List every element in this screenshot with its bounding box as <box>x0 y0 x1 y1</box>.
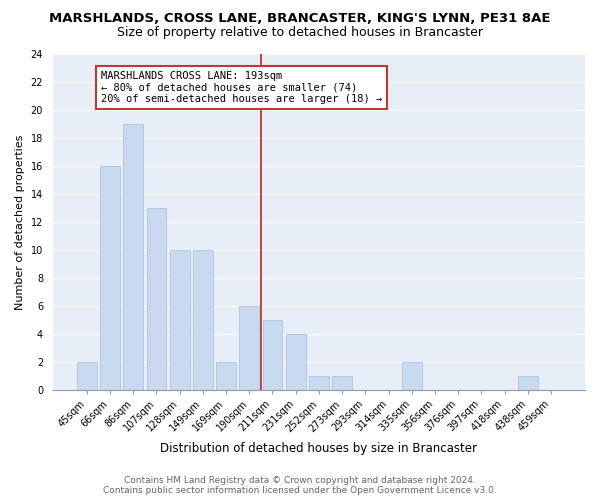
Bar <box>518 376 538 390</box>
Bar <box>239 306 259 390</box>
Bar <box>77 362 97 390</box>
Y-axis label: Number of detached properties: Number of detached properties <box>15 134 25 310</box>
Bar <box>100 166 120 390</box>
Text: Size of property relative to detached houses in Brancaster: Size of property relative to detached ho… <box>117 26 483 39</box>
Bar <box>216 362 236 390</box>
Bar <box>286 334 305 390</box>
Bar <box>193 250 213 390</box>
Bar <box>332 376 352 390</box>
Bar <box>309 376 329 390</box>
Text: MARSHLANDS CROSS LANE: 193sqm
← 80% of detached houses are smaller (74)
20% of s: MARSHLANDS CROSS LANE: 193sqm ← 80% of d… <box>101 71 382 104</box>
Bar <box>170 250 190 390</box>
Bar <box>124 124 143 390</box>
Bar <box>402 362 422 390</box>
Bar <box>263 320 283 390</box>
X-axis label: Distribution of detached houses by size in Brancaster: Distribution of detached houses by size … <box>160 442 478 455</box>
Text: Contains HM Land Registry data © Crown copyright and database right 2024.
Contai: Contains HM Land Registry data © Crown c… <box>103 476 497 495</box>
Text: MARSHLANDS, CROSS LANE, BRANCASTER, KING'S LYNN, PE31 8AE: MARSHLANDS, CROSS LANE, BRANCASTER, KING… <box>49 12 551 26</box>
Bar <box>146 208 166 390</box>
